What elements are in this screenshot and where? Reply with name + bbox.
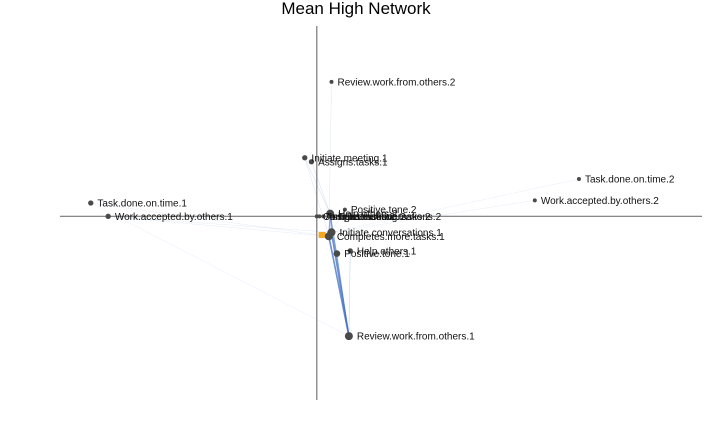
node-label: Task.done.on.time.1 — [97, 199, 187, 210]
highlight-marker — [318, 231, 326, 238]
node-point — [321, 214, 326, 219]
node-label: Help.others.2 — [338, 209, 398, 220]
edge — [331, 200, 536, 233]
edge — [331, 178, 580, 233]
node-label: Review.work.from.others.1 — [357, 332, 475, 343]
edge — [90, 202, 330, 237]
node-label: Review.work.from.others.2 — [338, 77, 456, 88]
node-point — [105, 213, 111, 219]
edge — [304, 157, 330, 237]
node-label: Work.accepted.by.others.1 — [115, 212, 233, 223]
node-point — [324, 232, 333, 241]
node-label: Initiate.meeting.2 — [329, 212, 406, 223]
edge — [328, 235, 350, 337]
node-label: Positive.tone.1 — [344, 249, 410, 260]
nodes — [88, 79, 581, 341]
node-label: Assigns.tasks.2 — [325, 212, 395, 223]
node-label: Initiate.meeting.1 — [311, 153, 388, 164]
node-point — [576, 177, 581, 182]
node-label: Positive.tone.2 — [351, 205, 417, 216]
highlight-square — [318, 231, 326, 238]
node-label: Help.others.1 — [357, 246, 417, 257]
node-point — [532, 198, 537, 203]
node-point — [344, 332, 353, 341]
edge — [107, 216, 330, 237]
node-point — [333, 250, 341, 257]
node-label: Initiate.conversations.2 — [339, 212, 442, 223]
edge — [348, 250, 351, 337]
chart-title: Mean High Network — [281, 0, 431, 18]
node-label: Completes.more.tasks.1 — [337, 232, 445, 243]
axes — [60, 26, 702, 400]
edge — [107, 216, 332, 233]
node-labels: Review.work.from.others.2 Initiate.meetin… — [97, 77, 674, 342]
edge — [90, 202, 350, 337]
node-point — [342, 207, 347, 212]
node-point — [330, 214, 335, 219]
node-label: Assigns.tasks.1 — [318, 157, 388, 168]
node-point — [302, 155, 308, 161]
node-label: Completes.more.tasks.2 — [323, 212, 431, 223]
edge — [336, 253, 350, 337]
node-point — [329, 79, 334, 84]
node-label: Work.accepted.by.others.2 — [541, 196, 659, 207]
node-point — [308, 159, 315, 165]
edge — [304, 157, 331, 214]
edge — [311, 161, 331, 214]
node-label: Task.done.on.time.2 — [585, 175, 675, 186]
node-label: Initiate.conversations.1 — [340, 228, 443, 239]
node-point — [314, 214, 319, 219]
node-point — [347, 248, 353, 254]
node-point — [88, 200, 94, 206]
